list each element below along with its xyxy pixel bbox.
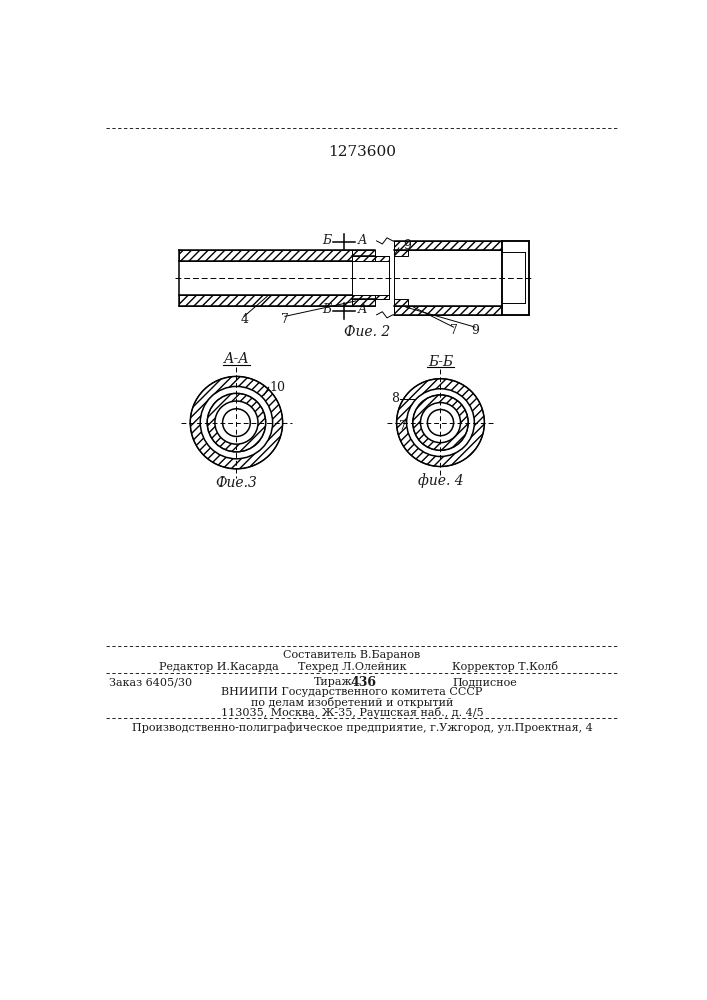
Text: 7: 7 (399, 420, 407, 433)
Text: по делам изобретений и открытий: по делам изобретений и открытий (251, 697, 453, 708)
Text: Б: Б (322, 234, 331, 247)
Text: А-А: А-А (223, 352, 250, 366)
Polygon shape (179, 295, 375, 306)
Text: 4: 4 (240, 313, 248, 326)
Text: Фие.3: Фие.3 (216, 476, 257, 490)
Text: 8: 8 (391, 392, 399, 405)
Circle shape (407, 389, 474, 456)
Polygon shape (352, 256, 375, 261)
Circle shape (215, 401, 258, 444)
Text: А: А (357, 303, 367, 316)
Polygon shape (352, 295, 375, 299)
Text: 7: 7 (281, 313, 289, 326)
Text: 7: 7 (450, 324, 457, 337)
Text: фие. 4: фие. 4 (418, 473, 463, 488)
Polygon shape (375, 256, 389, 261)
Text: Б: Б (322, 303, 331, 316)
Circle shape (190, 376, 283, 469)
Text: Подписное: Подписное (452, 677, 517, 687)
Text: 9: 9 (264, 418, 272, 431)
Text: ВНИИПИ Государственного комитета СССР: ВНИИПИ Государственного комитета СССР (221, 687, 483, 697)
Text: Фие. 2: Фие. 2 (344, 325, 390, 339)
Text: Техред Л.Олейник: Техред Л.Олейник (298, 662, 407, 672)
Text: А: А (357, 234, 367, 247)
Polygon shape (375, 295, 389, 299)
Polygon shape (395, 250, 408, 256)
Polygon shape (395, 306, 502, 315)
Text: 436: 436 (351, 676, 376, 689)
Text: 9: 9 (403, 239, 411, 252)
Text: Корректор Т.Колб: Корректор Т.Колб (452, 661, 558, 672)
Text: Заказ 6405/30: Заказ 6405/30 (110, 677, 192, 687)
Polygon shape (502, 241, 529, 315)
Text: 10: 10 (269, 381, 286, 394)
Text: Тираж: Тираж (313, 677, 352, 687)
Polygon shape (179, 250, 375, 261)
Circle shape (200, 386, 273, 459)
Circle shape (397, 379, 484, 466)
Text: Составитель В.Баранов: Составитель В.Баранов (284, 650, 421, 660)
Text: 1273600: 1273600 (328, 145, 396, 159)
Text: 9: 9 (471, 324, 479, 337)
Circle shape (428, 410, 454, 436)
Polygon shape (395, 299, 408, 306)
Circle shape (421, 403, 460, 443)
Text: 113035, Москва, Ж-35, Раушская наб., д. 4/5: 113035, Москва, Ж-35, Раушская наб., д. … (221, 707, 484, 718)
Circle shape (207, 393, 266, 452)
Circle shape (413, 395, 468, 450)
Text: Производственно-полиграфическое предприятие, г.Ужгород, ул.Проектная, 4: Производственно-полиграфическое предприя… (132, 722, 592, 733)
Circle shape (223, 409, 250, 436)
Text: Б-Б: Б-Б (428, 355, 453, 369)
Text: Редактор И.Касарда: Редактор И.Касарда (160, 662, 279, 672)
Polygon shape (395, 241, 502, 250)
